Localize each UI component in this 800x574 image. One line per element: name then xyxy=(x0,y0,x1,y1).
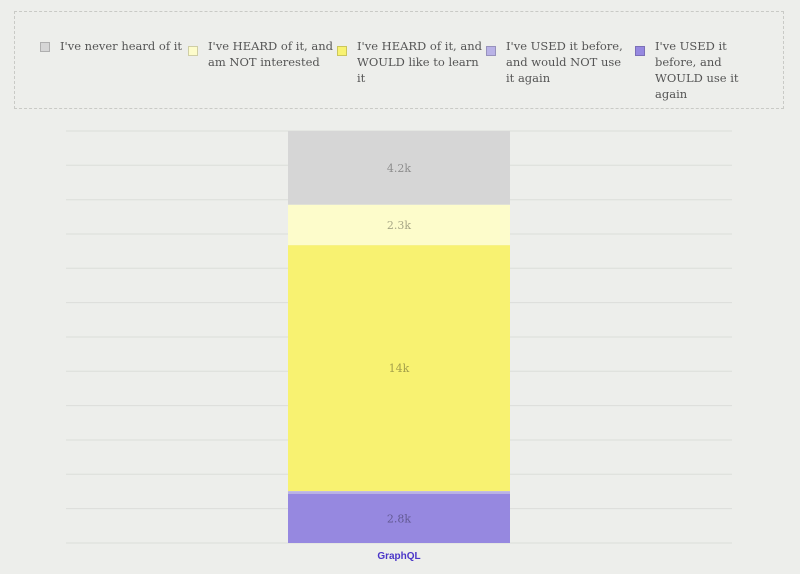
bar-segment-0[interactable] xyxy=(288,131,510,205)
legend-label: I've HEARD of it, and WOULD like to lear… xyxy=(357,39,482,85)
data-label-1: 2.3k xyxy=(387,219,411,232)
legend-item-used-would-not[interactable]: I've USED it before, and would NOT use i… xyxy=(486,38,626,86)
legend-item-heard-not-interested[interactable]: I've HEARD of it, and am NOT interested xyxy=(188,38,333,70)
legend-label: I've USED it before, and WOULD use it ag… xyxy=(655,39,739,101)
legend-swatch xyxy=(337,46,347,56)
legend-item-never-heard[interactable]: I've never heard of it xyxy=(40,38,190,54)
data-label-2: 14k xyxy=(389,362,410,375)
legend-swatch xyxy=(40,42,50,52)
legend: I've never heard of it I've HEARD of it,… xyxy=(14,11,784,109)
legend-item-used-would-use[interactable]: I've USED it before, and WOULD use it ag… xyxy=(635,38,765,102)
x-tick-label-graphql: GraphQL xyxy=(377,551,421,562)
bar-segment-2[interactable] xyxy=(288,245,510,492)
legend-swatch xyxy=(486,46,496,56)
data-label-0: 4.2k xyxy=(387,162,411,175)
legend-label: I've never heard of it xyxy=(60,39,183,53)
legend-swatch xyxy=(188,46,198,56)
legend-swatch xyxy=(635,46,645,56)
bar-segment-1[interactable] xyxy=(288,204,510,246)
legend-label: I've USED it before, and would NOT use i… xyxy=(506,39,623,85)
legend-label: I've HEARD of it, and am NOT interested xyxy=(208,39,333,69)
bar-segment-3[interactable] xyxy=(288,491,510,494)
legend-item-heard-would-learn[interactable]: I've HEARD of it, and WOULD like to lear… xyxy=(337,38,487,86)
bar-segment-4[interactable] xyxy=(288,493,510,543)
data-label-4: 2.8k xyxy=(387,512,411,525)
